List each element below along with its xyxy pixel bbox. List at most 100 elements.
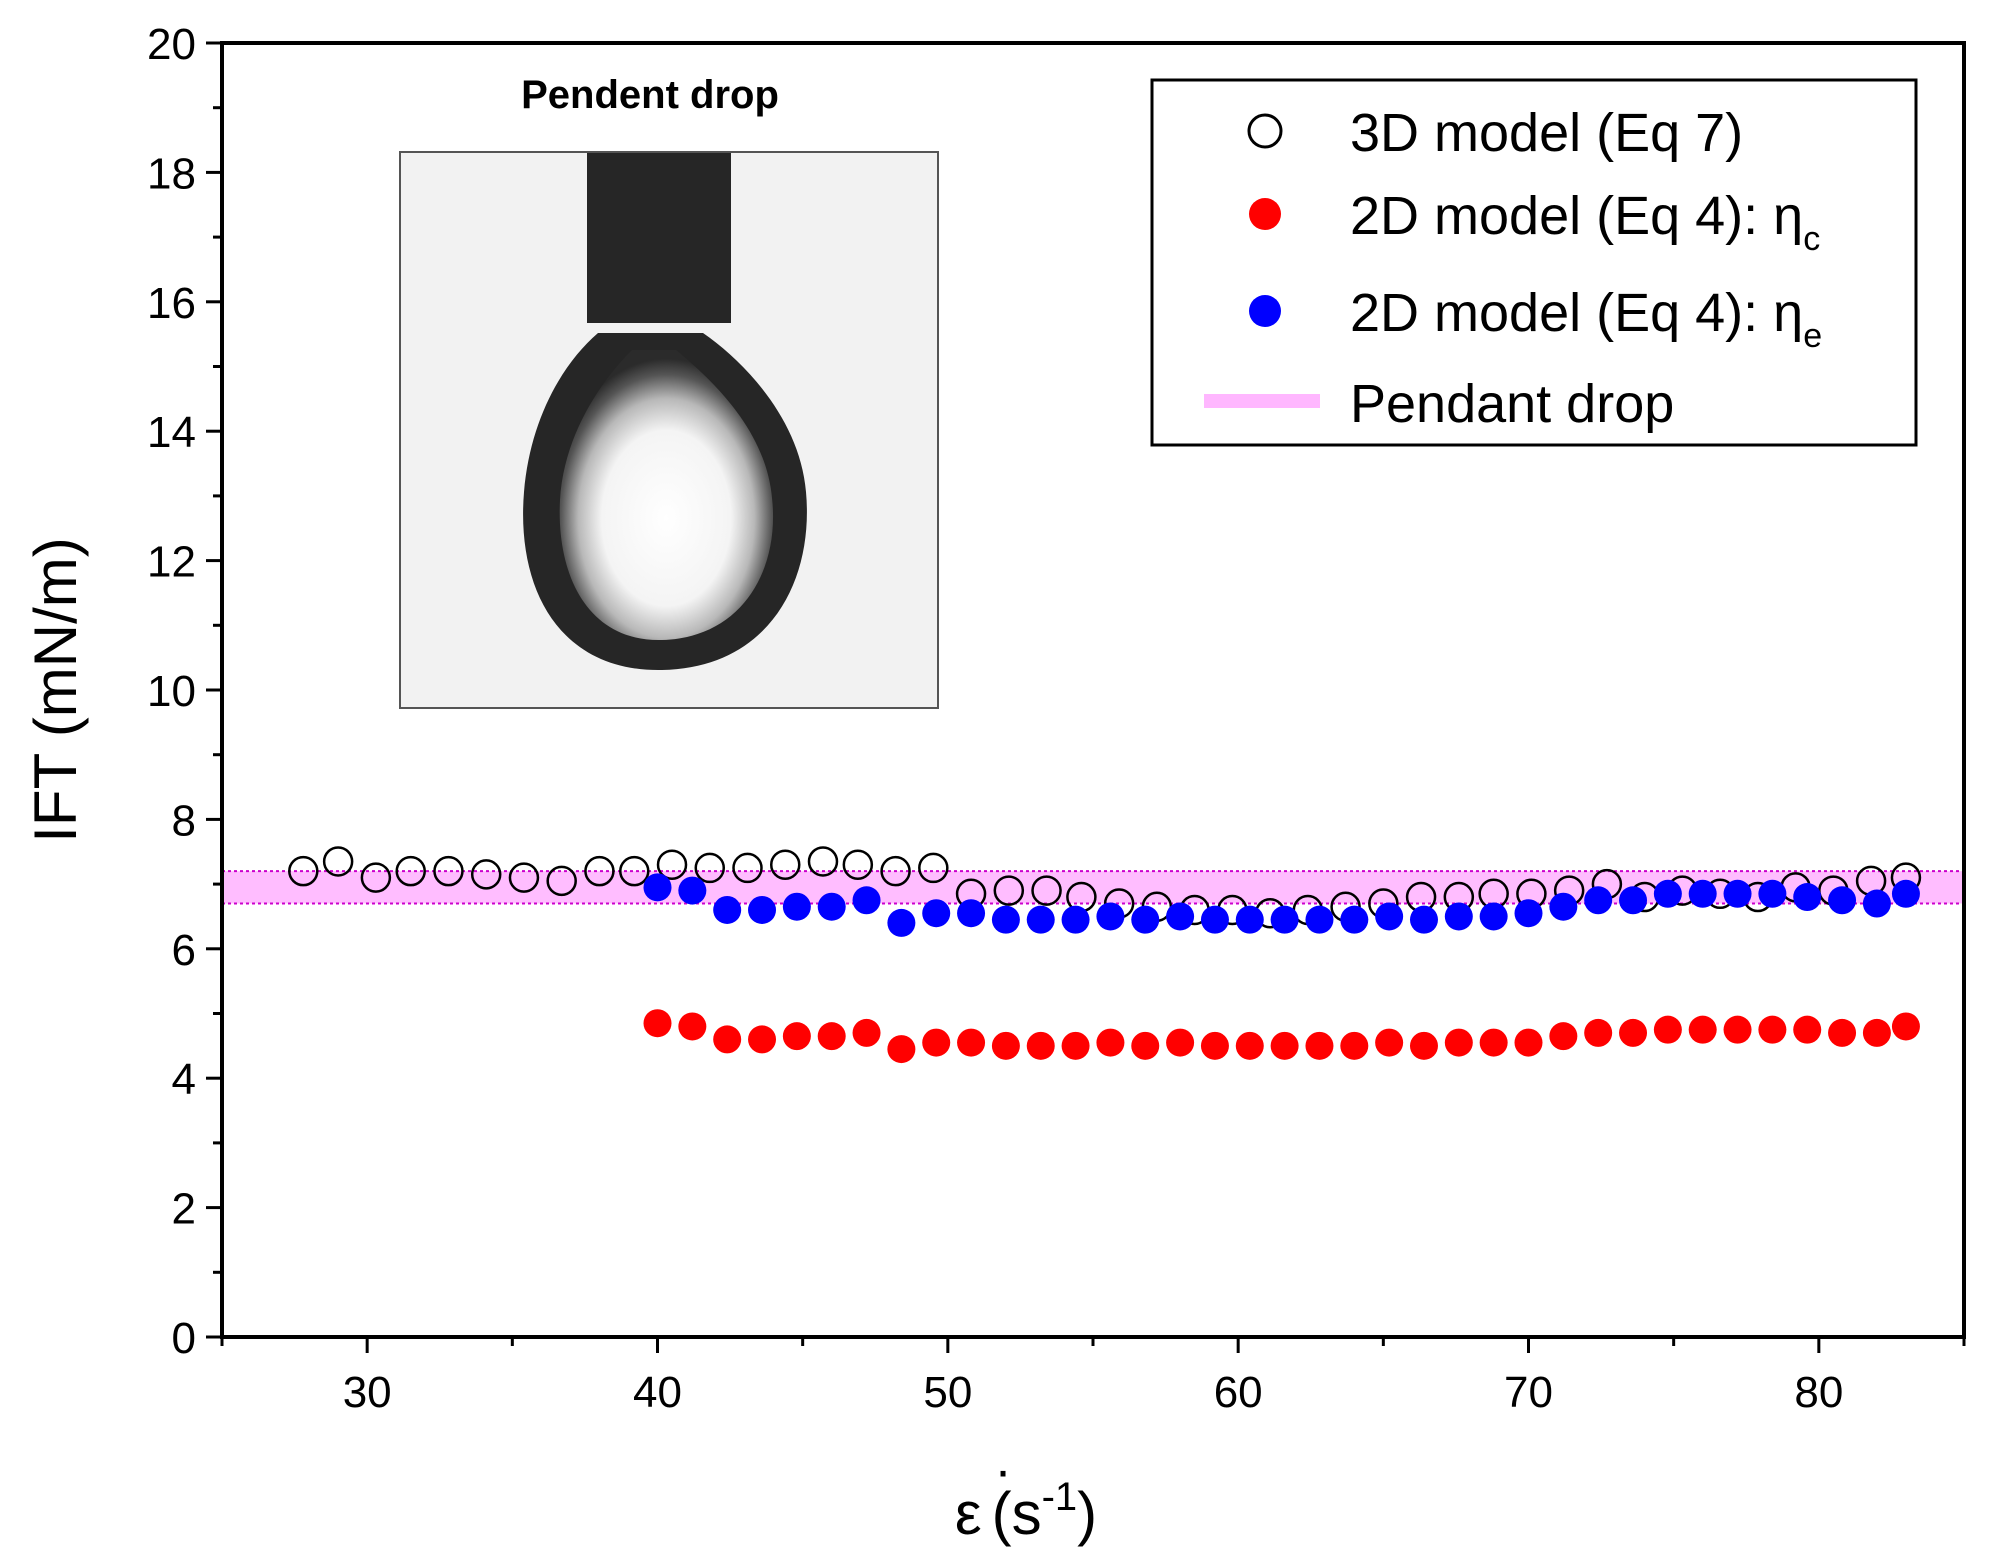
data-point-eta-c bbox=[991, 1031, 1020, 1060]
x-axis-title: ε (s-1) · bbox=[955, 1442, 1097, 1547]
axes: 0 2 4 6 8 10 12 14 16 18 20 30 40 50 60 70 80 bbox=[147, 20, 1966, 1417]
data-point-eta-e bbox=[1409, 905, 1438, 934]
y-tick-label: 14 bbox=[147, 408, 196, 457]
data-point-eta-e bbox=[1305, 905, 1334, 934]
x-tick-label: 80 bbox=[1794, 1368, 1843, 1417]
data-point-eta-c bbox=[1200, 1031, 1229, 1060]
data-point-eta-c bbox=[748, 1025, 777, 1054]
data-point-eta-e bbox=[1131, 905, 1160, 934]
x-axis-unit-exponent: -1 bbox=[1042, 1475, 1078, 1519]
data-point-eta-c bbox=[1584, 1018, 1613, 1047]
y-axis-label: IFT (mN/m) bbox=[22, 537, 89, 842]
data-point-eta-e bbox=[817, 892, 846, 921]
data-point-eta-e bbox=[991, 905, 1020, 934]
data-point-eta-c bbox=[1891, 1012, 1920, 1041]
legend-label-pendant-drop: Pendant drop bbox=[1350, 374, 1674, 434]
data-point-eta-c bbox=[1723, 1015, 1752, 1044]
data-point-3d-model bbox=[584, 855, 615, 887]
data-point-3d-model bbox=[880, 855, 911, 887]
data-point-3d-model bbox=[807, 846, 839, 877]
legend-marker-red-circle bbox=[1249, 198, 1281, 230]
x-tick-label: 30 bbox=[343, 1368, 392, 1417]
legend-label-eta-c: 2D model (Eq 4): ηc bbox=[1350, 186, 1820, 258]
data-point-eta-c bbox=[643, 1009, 672, 1038]
data-point-eta-e bbox=[887, 908, 916, 937]
x-axis-unit-close: ) bbox=[1077, 1480, 1097, 1547]
legend-marker-blue-circle bbox=[1249, 295, 1281, 327]
data-point-eta-c bbox=[1688, 1015, 1717, 1044]
legend-entry-3d-model: 3D model (Eq 7) bbox=[1247, 103, 1743, 163]
data-point-eta-e bbox=[713, 895, 742, 924]
data-point-eta-c bbox=[1131, 1031, 1160, 1060]
data-point-eta-e bbox=[643, 873, 672, 902]
data-point-eta-c bbox=[957, 1028, 986, 1057]
series-1 bbox=[643, 1009, 1920, 1064]
data-point-eta-c bbox=[1862, 1018, 1891, 1047]
data-point-eta-e bbox=[1479, 902, 1508, 931]
data-point-3d-model bbox=[619, 855, 650, 887]
data-point-3d-model bbox=[288, 855, 319, 887]
data-point-eta-c bbox=[1166, 1028, 1195, 1057]
data-point-eta-e bbox=[1584, 886, 1613, 915]
data-point-eta-c bbox=[1514, 1028, 1543, 1057]
legend-entry-2d-model-eta-e: 2D model (Eq 4): ηe bbox=[1249, 283, 1822, 355]
data-point-eta-e bbox=[1375, 902, 1404, 931]
data-point-eta-c bbox=[1549, 1022, 1578, 1051]
data-point-eta-e bbox=[1514, 899, 1543, 928]
data-point-eta-e bbox=[1828, 886, 1857, 915]
data-point-eta-c bbox=[782, 1022, 811, 1051]
data-point-eta-e bbox=[1723, 879, 1752, 908]
data-point-3d-model bbox=[918, 852, 949, 884]
data-point-eta-e bbox=[922, 899, 951, 928]
x-axis-symbol: ε bbox=[955, 1480, 982, 1547]
y-tick-label: 10 bbox=[147, 667, 196, 716]
x-tick-label: 60 bbox=[1214, 1368, 1263, 1417]
data-point-eta-c bbox=[1305, 1031, 1334, 1060]
data-point-eta-e bbox=[1619, 886, 1648, 915]
x-tick-label: 50 bbox=[923, 1368, 972, 1417]
y-tick-label: 6 bbox=[172, 926, 196, 975]
data-point-3d-model bbox=[842, 849, 874, 880]
data-point-eta-e bbox=[1549, 892, 1578, 921]
data-point-eta-e bbox=[1061, 905, 1090, 934]
inset-pendent-drop: Pendent drop bbox=[399, 73, 939, 709]
data-point-eta-c bbox=[678, 1012, 707, 1041]
data-point-3d-model bbox=[694, 852, 726, 884]
data-point-3d-model bbox=[546, 865, 577, 897]
data-point-eta-e bbox=[678, 876, 707, 905]
data-point-eta-c bbox=[1235, 1031, 1264, 1060]
legend-marker-pink-band bbox=[1204, 394, 1320, 408]
data-point-eta-e bbox=[1096, 902, 1125, 931]
y-tick-label: 16 bbox=[147, 279, 196, 328]
data-point-eta-e bbox=[1862, 889, 1891, 918]
legend-label-3d-model: 3D model (Eq 7) bbox=[1350, 103, 1743, 163]
data-point-eta-e bbox=[1166, 902, 1195, 931]
data-point-eta-e bbox=[852, 886, 881, 915]
data-point-eta-e bbox=[1270, 905, 1299, 934]
data-point-eta-e bbox=[1340, 905, 1369, 934]
series-2 bbox=[643, 873, 1920, 937]
data-point-3d-model bbox=[322, 846, 354, 877]
x-tick-label: 40 bbox=[633, 1368, 682, 1417]
y-tick-label: 12 bbox=[147, 538, 196, 587]
y-axis-title: IFT (mN/m) bbox=[22, 537, 89, 842]
data-point-eta-c bbox=[1619, 1018, 1648, 1047]
pendent-drop-image bbox=[523, 153, 807, 671]
data-point-eta-c bbox=[1375, 1028, 1404, 1057]
series-layer bbox=[288, 846, 1922, 1064]
data-point-eta-c bbox=[1340, 1031, 1369, 1060]
data-point-3d-model bbox=[732, 852, 763, 884]
data-point-eta-c bbox=[1026, 1031, 1055, 1060]
data-point-3d-model bbox=[656, 849, 688, 880]
x-axis-label: ε (s-1) bbox=[955, 1475, 1097, 1547]
data-point-eta-c bbox=[713, 1025, 742, 1054]
x-axis-unit-open: (s bbox=[992, 1480, 1042, 1547]
data-point-eta-e bbox=[1891, 879, 1920, 908]
data-point-eta-e bbox=[782, 892, 811, 921]
drop-interior bbox=[559, 350, 774, 641]
data-point-eta-e bbox=[1235, 905, 1264, 934]
data-point-eta-c bbox=[1758, 1015, 1787, 1044]
data-point-eta-c bbox=[922, 1028, 951, 1057]
data-point-eta-c bbox=[887, 1035, 916, 1064]
